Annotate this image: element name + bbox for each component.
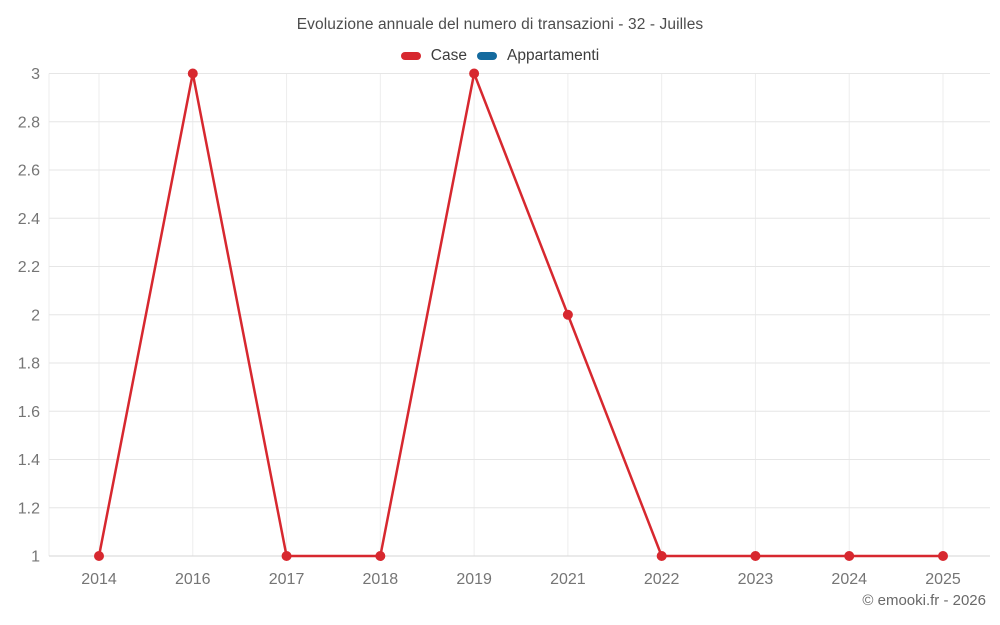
y-axis-tick-label: 1.4 xyxy=(18,452,40,469)
copyright-watermark: © emooki.fr - 2026 xyxy=(862,592,986,609)
y-axis-tick-label: 1.8 xyxy=(18,356,40,373)
data-point-case-2025[interactable] xyxy=(938,551,948,561)
legend-label-case: Case xyxy=(430,47,467,64)
data-point-case-2018[interactable] xyxy=(375,551,386,561)
appartamenti-series-swatch-icon xyxy=(476,52,497,60)
y-axis-tick-label: 2.6 xyxy=(18,163,40,180)
y-axis-tick-label: 2.8 xyxy=(18,114,40,131)
chart-title: Evoluzione annuale del numero di transaz… xyxy=(296,16,704,33)
y-axis-tick-label: 2.2 xyxy=(18,259,40,276)
x-axis-tick-label: 2021 xyxy=(550,571,586,588)
y-axis-tick-label: 1 xyxy=(31,549,40,566)
series-line-case xyxy=(97,72,943,558)
x-axis-tick-label: 2014 xyxy=(81,571,117,588)
data-point-case-2016[interactable] xyxy=(187,68,198,79)
x-axis-tick-label: 2016 xyxy=(175,571,211,588)
x-axis-tick-label: 2018 xyxy=(363,571,399,588)
y-axis-tick-label: 2 xyxy=(31,307,40,324)
data-point-case-2019[interactable] xyxy=(469,68,480,79)
legend-item-appartamenti[interactable]: Appartamenti xyxy=(476,47,600,65)
case-series-swatch-icon xyxy=(400,52,421,60)
data-point-case-2014[interactable] xyxy=(94,551,104,561)
legend: Case Appartamenti xyxy=(0,47,1000,65)
data-point-case-2021[interactable] xyxy=(562,309,573,320)
x-axis-tick-label: 2019 xyxy=(456,571,492,588)
x-axis-tick-label: 2017 xyxy=(269,571,305,588)
x-axis-tick-label: 2023 xyxy=(738,571,774,588)
legend-label-appartamenti: Appartamenti xyxy=(506,47,600,64)
data-point-case-2022[interactable] xyxy=(656,551,667,561)
x-axis-tick-label: 2025 xyxy=(925,571,961,588)
y-axis-tick-label: 2.4 xyxy=(18,211,40,228)
data-point-case-2023[interactable] xyxy=(750,551,761,561)
y-axis-tick-label: 3 xyxy=(31,66,40,83)
y-axis-tick-label: 1.6 xyxy=(18,404,40,421)
legend-item-case[interactable]: Case xyxy=(400,47,467,65)
x-axis-tick-label: 2024 xyxy=(831,571,867,588)
y-axis-tick-label: 1.2 xyxy=(18,500,40,517)
x-axis-tick-label: 2022 xyxy=(644,571,680,588)
data-point-case-2017[interactable] xyxy=(281,551,292,561)
data-point-case-2024[interactable] xyxy=(844,551,855,561)
